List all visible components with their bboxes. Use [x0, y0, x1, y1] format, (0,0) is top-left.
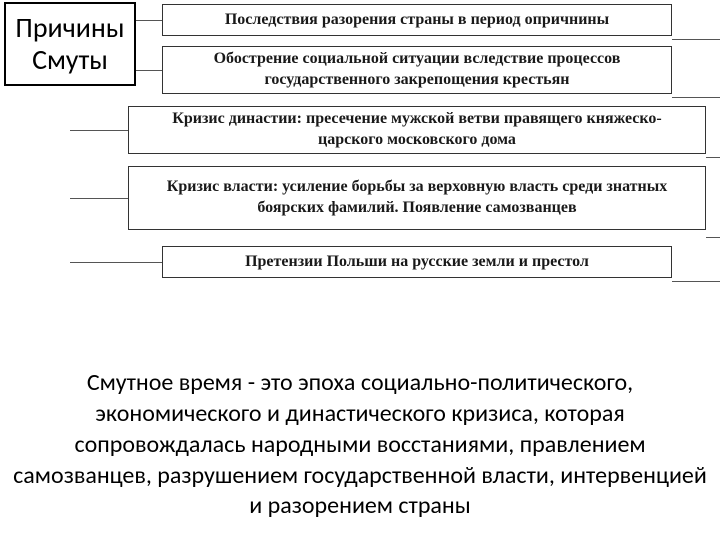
cause-box: Последствия разорения страны в период оп… — [162, 4, 672, 36]
connector — [672, 281, 720, 282]
connector — [706, 237, 720, 238]
connector — [672, 97, 720, 98]
connector — [70, 198, 128, 199]
cause-text: Последствия разорения страны в период оп… — [225, 10, 609, 31]
connector — [706, 157, 720, 158]
cause-box: Претензии Польши на русские земли и прес… — [162, 246, 672, 278]
cause-text: Претензии Польши на русские земли и прес… — [245, 252, 589, 273]
causes-diagram: Последствия разорения страны в период оп… — [70, 0, 690, 400]
cause-text: Обострение социальной ситуации вследстви… — [177, 49, 657, 91]
diagram-title: Причины Смуты — [4, 2, 136, 86]
cause-text: Кризис династии: пресечение мужской ветв… — [143, 109, 691, 151]
cause-box: Обострение социальной ситуации вследстви… — [162, 46, 672, 94]
connector — [672, 39, 720, 40]
cause-box: Кризис власти: усиление борьбы за верхов… — [128, 166, 706, 230]
connector — [70, 262, 162, 263]
connector — [70, 130, 128, 131]
definition-text: Смутное время - это эпоха социально-поли… — [10, 368, 710, 522]
cause-text: Кризис власти: усиление борьбы за верхов… — [143, 177, 691, 219]
cause-box: Кризис династии: пресечение мужской ветв… — [128, 106, 706, 154]
